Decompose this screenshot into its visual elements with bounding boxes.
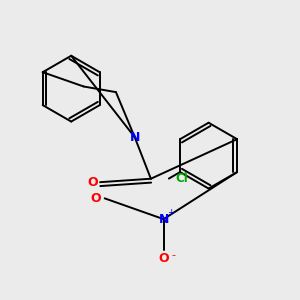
- Text: N: N: [158, 213, 169, 226]
- Text: -: -: [171, 250, 175, 260]
- Text: O: O: [91, 192, 101, 205]
- Text: Cl: Cl: [176, 172, 188, 185]
- Text: O: O: [158, 253, 169, 266]
- Text: N: N: [130, 131, 140, 144]
- Text: +: +: [167, 208, 174, 217]
- Text: O: O: [87, 176, 98, 189]
